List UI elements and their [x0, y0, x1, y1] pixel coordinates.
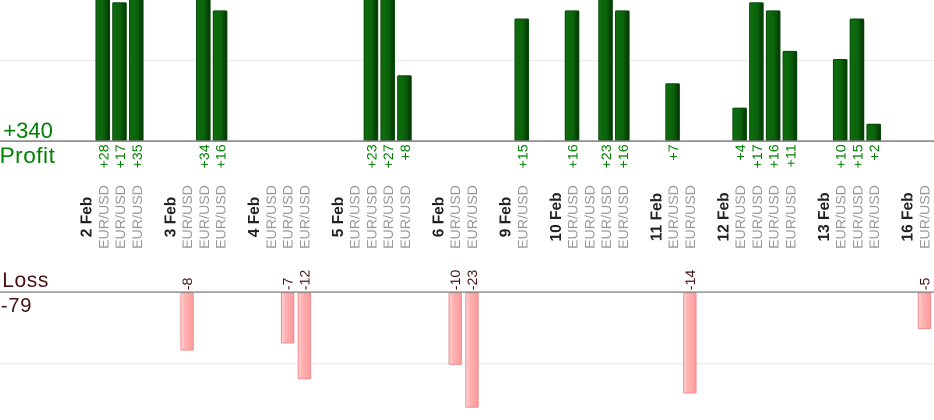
svg-text:EUR/USD: EUR/USD — [348, 185, 364, 249]
svg-text:-5: -5 — [918, 277, 934, 290]
svg-text:-79: -79 — [1, 295, 32, 317]
svg-text:EUR/USD: EUR/USD — [683, 185, 699, 249]
svg-text:13 Feb: 13 Feb — [816, 192, 833, 241]
svg-text:EUR/USD: EUR/USD — [750, 185, 766, 249]
svg-text:+8: +8 — [398, 144, 414, 160]
svg-text:EUR/USD: EUR/USD — [867, 185, 883, 249]
svg-text:-10: -10 — [448, 270, 464, 291]
svg-text:EUR/USD: EUR/USD — [448, 185, 464, 249]
svg-text:+17: +17 — [750, 144, 766, 168]
svg-text:+34: +34 — [197, 144, 213, 168]
svg-text:9 Feb: 9 Feb — [498, 197, 515, 237]
svg-text:+27: +27 — [381, 144, 397, 168]
svg-text:10 Feb: 10 Feb — [548, 192, 565, 241]
svg-text:EUR/USD: EUR/USD — [783, 185, 799, 249]
svg-text:+28: +28 — [96, 144, 112, 168]
svg-text:+16: +16 — [214, 144, 230, 168]
svg-text:+23: +23 — [599, 144, 615, 168]
svg-text:EUR/USD: EUR/USD — [465, 185, 481, 249]
svg-text:-12: -12 — [297, 270, 313, 291]
svg-text:-23: -23 — [465, 270, 481, 291]
svg-text:-14: -14 — [683, 270, 699, 291]
svg-text:+15: +15 — [515, 144, 531, 168]
svg-text:+340: +340 — [3, 118, 53, 143]
svg-text:3 Feb: 3 Feb — [162, 197, 179, 237]
svg-text:+16: +16 — [767, 144, 783, 168]
svg-text:2 Feb: 2 Feb — [79, 197, 96, 237]
svg-text:EUR/USD: EUR/USD — [850, 185, 866, 249]
svg-text:+10: +10 — [834, 144, 850, 168]
svg-text:EUR/USD: EUR/USD — [918, 185, 934, 249]
svg-text:5 Feb: 5 Feb — [330, 197, 347, 237]
svg-text:EUR/USD: EUR/USD — [733, 185, 749, 249]
svg-text:EUR/USD: EUR/USD — [381, 185, 397, 249]
svg-text:+16: +16 — [566, 144, 582, 168]
svg-text:+4: +4 — [733, 144, 749, 160]
svg-text:4 Feb: 4 Feb — [246, 197, 263, 237]
svg-text:-7: -7 — [281, 277, 297, 290]
svg-text:EUR/USD: EUR/USD — [130, 185, 146, 249]
svg-text:EUR/USD: EUR/USD — [666, 185, 682, 249]
svg-text:EUR/USD: EUR/USD — [599, 185, 615, 249]
svg-text:EUR/USD: EUR/USD — [264, 185, 280, 249]
svg-text:16 Feb: 16 Feb — [900, 192, 917, 241]
svg-text:+15: +15 — [850, 144, 866, 168]
svg-text:EUR/USD: EUR/USD — [767, 185, 783, 249]
svg-text:Profit: Profit — [0, 143, 56, 168]
svg-text:11 Feb: 11 Feb — [648, 193, 665, 241]
svg-text:EUR/USD: EUR/USD — [616, 185, 632, 249]
svg-text:EUR/USD: EUR/USD — [96, 185, 112, 249]
svg-text:EUR/USD: EUR/USD — [113, 185, 129, 249]
svg-text:EUR/USD: EUR/USD — [515, 185, 531, 249]
svg-text:EUR/USD: EUR/USD — [566, 185, 582, 249]
svg-text:12 Feb: 12 Feb — [715, 192, 732, 241]
svg-text:EUR/USD: EUR/USD — [297, 185, 313, 249]
svg-text:EUR/USD: EUR/USD — [834, 185, 850, 249]
svg-text:EUR/USD: EUR/USD — [180, 185, 196, 249]
svg-text:EUR/USD: EUR/USD — [214, 185, 230, 249]
svg-text:EUR/USD: EUR/USD — [582, 185, 598, 249]
svg-text:+11: +11 — [783, 144, 799, 167]
svg-text:Loss: Loss — [2, 269, 49, 292]
svg-text:EUR/USD: EUR/USD — [197, 185, 213, 249]
svg-text:+16: +16 — [616, 144, 632, 168]
svg-text:+23: +23 — [364, 144, 380, 168]
svg-text:+35: +35 — [130, 144, 146, 168]
svg-text:+7: +7 — [666, 144, 682, 160]
svg-text:-8: -8 — [180, 277, 196, 290]
svg-text:+17: +17 — [113, 144, 129, 168]
svg-text:6 Feb: 6 Feb — [430, 197, 447, 237]
svg-text:EUR/USD: EUR/USD — [364, 185, 380, 249]
svg-text:EUR/USD: EUR/USD — [398, 185, 414, 249]
svg-text:EUR/USD: EUR/USD — [281, 185, 297, 249]
svg-text:+2: +2 — [867, 144, 883, 160]
